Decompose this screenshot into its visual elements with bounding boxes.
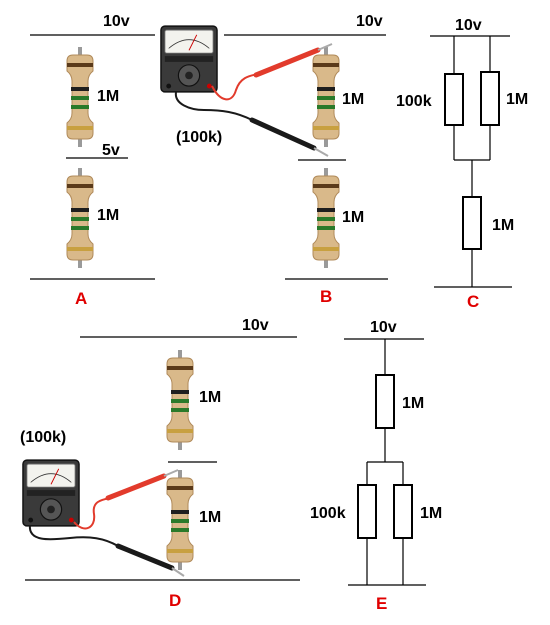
panel-d-multimeter-icon xyxy=(22,459,80,527)
panel-e-resistor-1m-parallel xyxy=(393,484,413,539)
panel-b-red-probe xyxy=(253,47,321,78)
panel-d: 10v 1M 1M (100k) D xyxy=(20,317,300,610)
panel-e-wires xyxy=(366,339,404,585)
panel-e-parallel-right-label: 1M xyxy=(420,505,442,522)
panel-d-meter-resistance: (100k) xyxy=(20,429,66,446)
panel-c-parallel-left-label: 100k xyxy=(396,93,432,110)
panel-d-bottom-resistor-icon xyxy=(167,470,193,570)
panel-b-red-probe-tip xyxy=(317,43,333,51)
panel-e: 10v 1M 100k 1M E xyxy=(310,319,442,613)
panel-d-label: D xyxy=(169,591,181,610)
panel-d-black-probe-tip xyxy=(171,567,185,577)
panel-b: 10v 1M 1M (100k) B xyxy=(160,13,388,306)
panel-b-top-resistor-label: 1M xyxy=(342,91,364,108)
panel-a: 10v 1M 5v 1M A xyxy=(30,13,155,308)
panel-c-resistor-1m-series xyxy=(462,196,482,250)
panel-c: 10v 100k 1M 1M C xyxy=(396,17,528,311)
panel-c-label: C xyxy=(467,292,479,311)
panel-d-bottom-resistor-label: 1M xyxy=(199,509,221,526)
panel-b-multimeter-icon xyxy=(160,25,218,93)
panel-e-parallel-left-label: 100k xyxy=(310,505,346,522)
panel-c-top-voltage: 10v xyxy=(455,17,482,34)
panel-b-black-probe xyxy=(249,117,317,151)
panel-b-top-voltage: 10v xyxy=(356,13,383,30)
panel-e-resistor-100k xyxy=(357,484,377,539)
panel-c-resistor-100k xyxy=(444,73,464,126)
panel-d-top-voltage: 10v xyxy=(242,317,269,334)
panel-d-red-probe-lead xyxy=(73,497,111,530)
panel-e-label: E xyxy=(376,594,387,613)
panel-a-label: A xyxy=(75,289,87,308)
panel-b-black-probe-tip xyxy=(313,147,329,157)
panel-c-series-bottom-label: 1M xyxy=(492,217,514,234)
panel-b-bottom-resistor-label: 1M xyxy=(342,209,364,226)
panel-c-resistor-1m-parallel xyxy=(480,71,500,126)
panel-d-top-resistor-icon xyxy=(167,350,193,450)
panel-e-series-top-label: 1M xyxy=(402,395,424,412)
panel-a-bottom-resistor-label: 1M xyxy=(97,207,119,224)
panel-a-mid-voltage: 5v xyxy=(102,142,120,159)
panel-b-bottom-resistor-icon xyxy=(313,168,339,268)
panel-d-black-probe xyxy=(115,543,175,571)
panel-b-label: B xyxy=(320,287,332,306)
panel-b-black-probe-lead xyxy=(174,91,253,121)
panel-c-parallel-wires xyxy=(453,36,491,287)
panel-b-red-probe-lead xyxy=(211,73,259,101)
panel-d-red-probe xyxy=(105,473,167,501)
panel-a-bottom-resistor-icon xyxy=(67,168,93,268)
panel-c-parallel-right-label: 1M xyxy=(506,91,528,108)
panel-d-red-probe-tip xyxy=(163,469,179,477)
panel-a-top-resistor-icon xyxy=(67,47,93,147)
panel-d-top-resistor-label: 1M xyxy=(199,389,221,406)
panel-a-top-voltage: 10v xyxy=(103,13,130,30)
panel-e-top-voltage: 10v xyxy=(370,319,397,336)
panel-a-top-resistor-label: 1M xyxy=(97,88,119,105)
panel-e-resistor-1m-series xyxy=(375,374,395,429)
panel-d-black-probe-lead xyxy=(28,524,119,547)
panel-b-top-resistor-icon xyxy=(313,47,339,147)
panel-b-meter-resistance: (100k) xyxy=(176,129,222,146)
